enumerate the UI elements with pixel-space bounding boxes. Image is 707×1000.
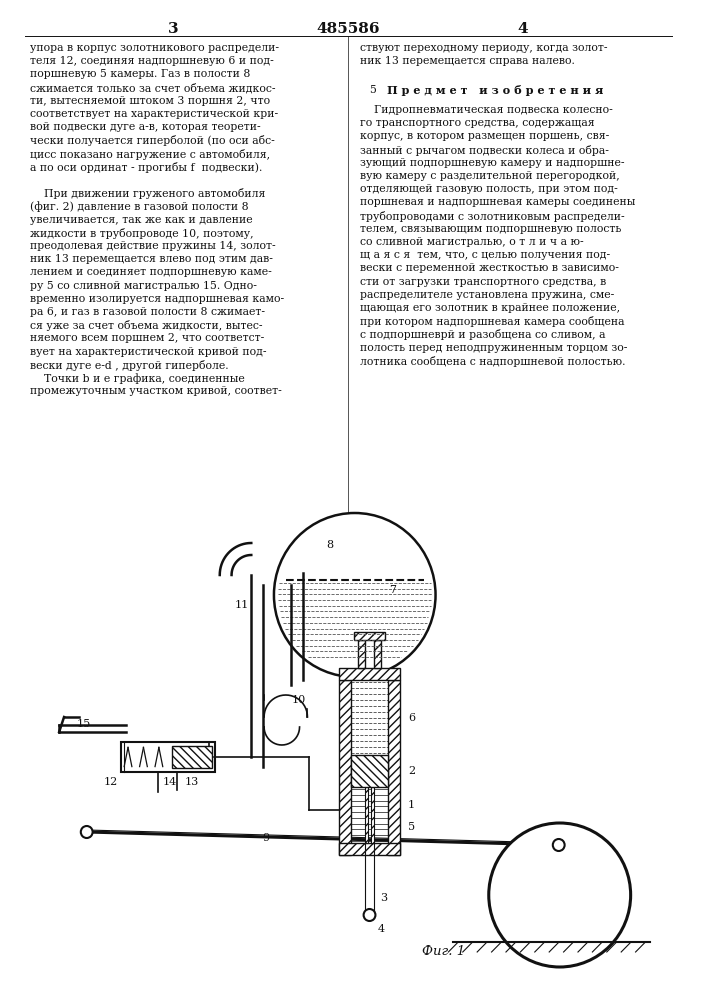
Text: Точки b и e графика, соединенные: Точки b и e графика, соединенные — [30, 373, 245, 384]
Text: трубопроводами с золотниковым распредели-: трубопроводами с золотниковым распредели… — [360, 211, 624, 222]
Text: телем, связывающим подпоршневую полость: телем, связывающим подпоршневую полость — [360, 224, 621, 234]
Text: 4: 4 — [517, 22, 527, 36]
Text: (фиг. 2) давление в газовой полости 8: (фиг. 2) давление в газовой полости 8 — [30, 201, 248, 212]
Text: 11: 11 — [234, 600, 249, 610]
Text: теля 12, соединяя надпоршневую 6 и под-: теля 12, соединяя надпоршневую 6 и под- — [30, 56, 274, 66]
Text: преодолевая действие пружины 14, золот-: преодолевая действие пружины 14, золот- — [30, 241, 275, 251]
Text: цисс показано нагружение с автомобиля,: цисс показано нагружение с автомобиля, — [30, 149, 269, 160]
Text: 12: 12 — [104, 777, 118, 787]
Text: вую камеру с разделительной перегородкой,: вую камеру с разделительной перегородкой… — [360, 171, 619, 181]
Text: лотника сообщена с надпоршневой полостью.: лотника сообщена с надпоршневой полостью… — [360, 356, 625, 367]
Text: няемого всем поршнем 2, что соответст-: няемого всем поршнем 2, что соответст- — [30, 333, 264, 343]
Text: занный с рычагом подвески колеса и обра-: занный с рычагом подвески колеса и обра- — [360, 145, 609, 156]
Circle shape — [363, 909, 375, 921]
Text: поршневую 5 камеры. Газ в полости 8: поршневую 5 камеры. Газ в полости 8 — [30, 69, 250, 79]
Text: 9: 9 — [262, 833, 269, 843]
Text: а по оси ординат - прогибы f  подвески).: а по оси ординат - прогибы f подвески). — [30, 162, 262, 173]
Text: П р е д м е т   и з о б р е т е н и я: П р е д м е т и з о б р е т е н и я — [387, 85, 604, 96]
Bar — [339, 680, 351, 855]
Text: ру 5 со сливной магистралью 15. Одно-: ру 5 со сливной магистралью 15. Одно- — [30, 281, 257, 291]
Bar — [358, 640, 365, 668]
Circle shape — [274, 513, 436, 677]
Circle shape — [553, 839, 565, 851]
Text: жидкости в трубопроводе 10, поэтому,: жидкости в трубопроводе 10, поэтому, — [30, 228, 253, 239]
Text: 15: 15 — [77, 719, 91, 729]
Text: чески получается гиперболой (по оси абс-: чески получается гиперболой (по оси абс- — [30, 135, 274, 146]
Bar — [365, 787, 368, 843]
Bar — [121, 742, 215, 772]
Text: 5: 5 — [370, 85, 376, 95]
Text: вует на характеристической кривой под-: вует на характеристической кривой под- — [30, 347, 266, 357]
Bar — [375, 640, 381, 668]
Text: щающая его золотник в крайнее положение,: щающая его золотник в крайнее положение, — [360, 303, 620, 313]
Text: ник 13 перемещается справа налево.: ник 13 перемещается справа налево. — [360, 56, 575, 66]
Bar — [339, 668, 400, 680]
Circle shape — [489, 823, 631, 967]
Text: 10: 10 — [291, 695, 305, 705]
Text: 7: 7 — [389, 585, 396, 595]
Text: вески дуге е-d , другой гиперболе.: вески дуге е-d , другой гиперболе. — [30, 360, 228, 371]
Text: при котором надпоршневая камера сообщена: при котором надпоршневая камера сообщена — [360, 316, 624, 327]
Text: ник 13 перемещается влево под этим дав-: ник 13 перемещается влево под этим дав- — [30, 254, 272, 264]
Text: лением и соединяет подпоршневую каме-: лением и соединяет подпоршневую каме- — [30, 267, 271, 277]
Text: полость перед неподпружиненным торцом зо-: полость перед неподпружиненным торцом зо… — [360, 343, 627, 353]
Text: ствуют переходному периоду, когда золот-: ствуют переходному периоду, когда золот- — [360, 43, 607, 53]
Text: 1: 1 — [408, 800, 415, 810]
Bar — [339, 843, 400, 855]
Text: с подпоршневрй и разобщена со сливом, а: с подпоршневрй и разобщена со сливом, а — [360, 329, 605, 340]
Text: вески с переменной жесткостью в зависимо-: вески с переменной жесткостью в зависимо… — [360, 263, 619, 273]
Text: 6: 6 — [408, 713, 415, 723]
Text: временно изолируется надпоршневая камо-: временно изолируется надпоршневая камо- — [30, 294, 284, 304]
Text: ти, вытесняемой штоком 3 поршня 2, что: ти, вытесняемой штоком 3 поршня 2, что — [30, 96, 269, 106]
Text: со сливной магистралью, о т л и ч а ю-: со сливной магистралью, о т л и ч а ю- — [360, 237, 583, 247]
Text: промежуточным участком кривой, соответ-: промежуточным участком кривой, соответ- — [30, 386, 281, 396]
Text: Гидропневматическая подвеска колесно-: Гидропневматическая подвеска колесно- — [360, 105, 612, 115]
Text: 3: 3 — [380, 893, 387, 903]
Text: отделяющей газовую полость, при этом под-: отделяющей газовую полость, при этом под… — [360, 184, 617, 194]
Text: сти от загрузки транспортного средства, в: сти от загрузки транспортного средства, … — [360, 277, 606, 287]
Text: 14: 14 — [163, 777, 177, 787]
Text: поршневая и надпоршневая камеры соединены: поршневая и надпоршневая камеры соединен… — [360, 197, 635, 207]
Bar — [173, 746, 212, 768]
Text: 3: 3 — [168, 22, 179, 36]
Text: го транспортного средства, содержащая: го транспортного средства, содержащая — [360, 118, 595, 128]
Text: 2: 2 — [408, 766, 415, 776]
Text: сжимается только за счет объема жидкос-: сжимается только за счет объема жидкос- — [30, 83, 275, 93]
Text: 485586: 485586 — [316, 22, 380, 36]
Bar — [388, 680, 400, 855]
Text: 4: 4 — [378, 924, 385, 934]
Text: корпус, в котором размещен поршень, свя-: корпус, в котором размещен поршень, свя- — [360, 131, 609, 141]
Text: При движении груженого автомобиля: При движении груженого автомобиля — [30, 188, 265, 199]
Text: зующий подпоршневую камеру и надпоршне-: зующий подпоршневую камеру и надпоршне- — [360, 158, 624, 168]
Text: 13: 13 — [185, 777, 199, 787]
Text: вой подвески дуге а-в, которая теорети-: вой подвески дуге а-в, которая теорети- — [30, 122, 260, 132]
Text: щ а я с я  тем, что, с целью получения под-: щ а я с я тем, что, с целью получения по… — [360, 250, 610, 260]
Text: 8: 8 — [327, 540, 334, 550]
Text: Фиг. 1: Фиг. 1 — [422, 945, 465, 958]
Text: соответствует на характеристической кри-: соответствует на характеристической кри- — [30, 109, 278, 119]
Text: ся уже за счет объема жидкости, вытес-: ся уже за счет объема жидкости, вытес- — [30, 320, 262, 331]
Text: 5: 5 — [408, 822, 415, 832]
Text: упора в корпус золотникового распредели-: упора в корпус золотникового распредели- — [30, 43, 279, 53]
Circle shape — [81, 826, 93, 838]
Bar — [351, 755, 388, 787]
Text: распределителе установлена пружина, сме-: распределителе установлена пружина, сме- — [360, 290, 614, 300]
Bar — [371, 787, 375, 843]
Text: увеличивается, так же как и давление: увеличивается, так же как и давление — [30, 215, 252, 225]
Text: ра 6, и газ в газовой полости 8 сжимает-: ра 6, и газ в газовой полости 8 сжимает- — [30, 307, 264, 317]
Bar — [354, 632, 385, 640]
